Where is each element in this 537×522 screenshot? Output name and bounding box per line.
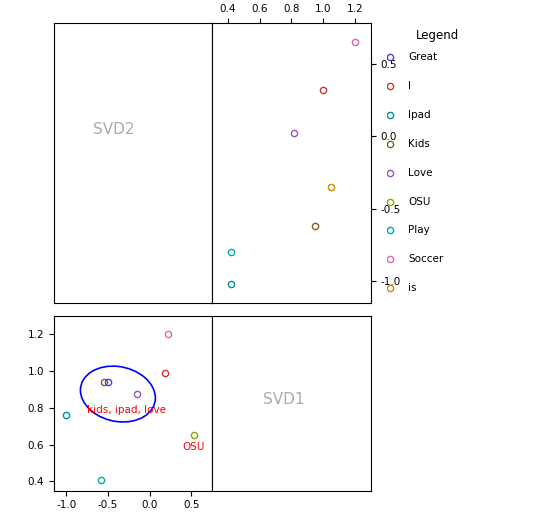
- Text: Love: Love: [408, 168, 433, 177]
- Text: I: I: [408, 81, 411, 91]
- Text: OSU: OSU: [408, 197, 431, 207]
- Text: SVD1: SVD1: [263, 392, 304, 407]
- Text: Legend: Legend: [416, 29, 459, 42]
- Text: Soccer: Soccer: [408, 254, 444, 264]
- Text: is: is: [408, 283, 417, 293]
- Text: Great: Great: [408, 52, 438, 62]
- Text: kids, ipad, love: kids, ipad, love: [87, 405, 166, 414]
- Text: Ipad: Ipad: [408, 110, 431, 120]
- Text: Play: Play: [408, 226, 430, 235]
- Text: SVD2: SVD2: [93, 122, 135, 137]
- Text: Kids: Kids: [408, 139, 430, 149]
- Text: OSU: OSU: [183, 442, 205, 452]
